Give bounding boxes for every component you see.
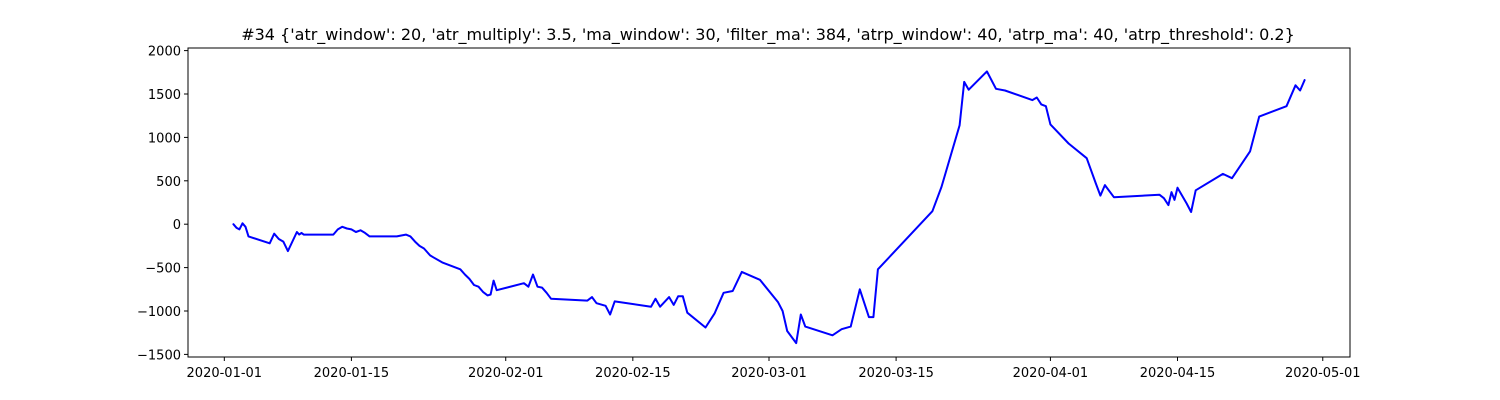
chart-title: #34 {'atr_window': 20, 'atr_multiply': 3… — [241, 25, 1295, 45]
x-tick-label: 2020-03-01 — [731, 366, 807, 381]
series-line — [232, 70, 1306, 345]
plot-frame — [187, 47, 1351, 358]
y-tick-label: −500 — [145, 262, 181, 277]
x-tick-label: 2020-02-15 — [595, 366, 671, 381]
x-axis: 2020-01-01 2020-01-15 2020-02-01 2020-02-15… — [187, 357, 1361, 381]
x-tick-label: 2020-01-15 — [314, 366, 390, 381]
y-tick-label: 2000 — [148, 45, 181, 60]
y-axis: −1500 −1000 −500 0 500 1000 1500 2000 — [137, 45, 188, 363]
y-tick-label: 1000 — [148, 131, 181, 146]
y-tick-label: 500 — [156, 175, 181, 190]
y-tick-label: −1000 — [137, 305, 181, 320]
x-tick-label: 2020-01-01 — [187, 366, 263, 381]
x-tick-label: 2020-04-15 — [1140, 366, 1216, 381]
y-tick-label: 1500 — [148, 88, 181, 103]
x-tick-label: 2020-02-01 — [468, 366, 544, 381]
x-tick-label: 2020-05-01 — [1285, 366, 1361, 381]
x-tick-label: 2020-03-15 — [858, 366, 934, 381]
y-tick-label: 0 — [173, 218, 181, 233]
y-tick-label: −1500 — [137, 348, 181, 363]
x-tick-label: 2020-04-01 — [1013, 366, 1089, 381]
